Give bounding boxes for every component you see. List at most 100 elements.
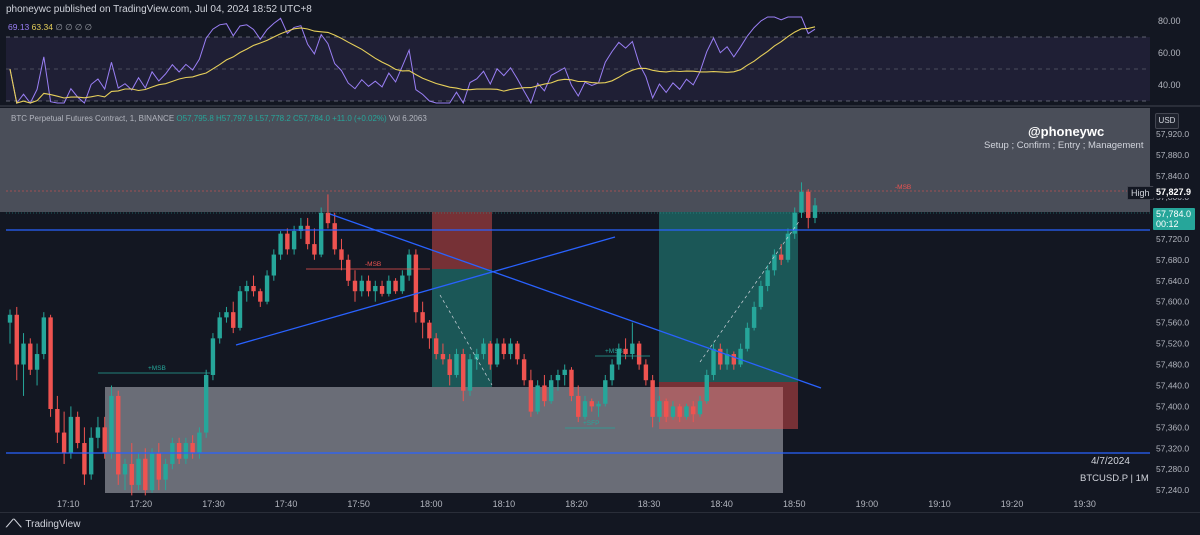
candle-body [176, 443, 182, 459]
symbol-title: BTC Perpetual Futures Contract, 1, BINAN… [11, 114, 175, 123]
msb-label-4: -MSB [895, 184, 911, 191]
x-tick-label: 18:30 [638, 499, 661, 509]
msb-label-1: +MSB [148, 365, 166, 372]
candle-body [116, 395, 121, 475]
candle-body [224, 312, 229, 318]
candle-body [346, 259, 351, 281]
sfp-label: +SFP [583, 420, 599, 427]
msb-label-3: +MSB [605, 348, 623, 355]
candle-body [163, 463, 168, 480]
candle-body [535, 385, 540, 412]
rsi-value-b: 63.34 [31, 22, 53, 32]
candle-body [393, 280, 398, 292]
y-tick-label: 57,560.0 [1156, 318, 1189, 328]
candle-body [21, 343, 26, 365]
time-axis: 17:10 17:20 17:30 17:40 17:50 18:00 18:10 18:20… [57, 499, 1096, 509]
watermark-tagline: Setup ; Confirm ; Entry ; Management [984, 140, 1144, 151]
ohlc-volume: Vol 6.2063 [388, 114, 427, 123]
candle-body [413, 254, 419, 313]
candle-body [75, 416, 80, 444]
candle-body [488, 343, 493, 365]
ohlc-low: L57,778.2 [255, 114, 291, 123]
rsi-legend: 69.13 63.34 ∅ ∅ ∅ ∅ [8, 22, 92, 33]
candle-body [14, 314, 19, 365]
candle-body [82, 443, 87, 475]
candle-body [197, 432, 202, 454]
candle-body [88, 437, 94, 475]
currency-button[interactable]: USD [1155, 113, 1179, 129]
candle-body [663, 401, 669, 417]
candle-body [569, 369, 574, 396]
candle-body [704, 374, 709, 402]
candle-body [724, 354, 730, 365]
x-tick-label: 18:50 [783, 499, 806, 509]
candle-body [68, 416, 74, 454]
rsi-ma-line [9, 26, 816, 104]
x-tick-label: 18:00 [420, 499, 443, 509]
candle-body [684, 406, 689, 417]
date-label: 4/7/2024 [1091, 456, 1130, 467]
x-tick-label: 19:10 [928, 499, 951, 509]
msb-label-2: -MSB [365, 261, 381, 268]
candle-body [41, 317, 47, 355]
candle-body [697, 401, 703, 415]
candle-body [812, 205, 818, 218]
candle-body [61, 432, 67, 454]
candle-body [806, 191, 811, 218]
candle-body [217, 317, 222, 339]
top-gray-zone [0, 108, 1150, 212]
candle-body [670, 406, 676, 417]
candle-body [562, 369, 567, 375]
candle-body [501, 343, 507, 355]
candle-body [657, 401, 662, 417]
green-zone-2 [659, 212, 798, 382]
tradingview-logo[interactable]: ⟋⟍ TradingView [6, 518, 80, 531]
price-axis: 57,920.057,880.057,840.057,800.057,760.0… [1156, 129, 1189, 495]
candle-body [772, 254, 777, 271]
candle-body [244, 285, 249, 292]
tradingview-icon: ⟋⟍ [6, 518, 22, 530]
candle-body [765, 270, 770, 286]
candle-body [494, 343, 500, 365]
x-tick-label: 18:10 [493, 499, 516, 509]
ohlc-high: H57,797.9 [216, 114, 253, 123]
high-label: High [1127, 186, 1154, 200]
candle-body [433, 338, 439, 355]
candle-body [711, 348, 716, 375]
candle-body [156, 453, 162, 480]
candle-body [508, 343, 513, 355]
candle-body [677, 406, 682, 417]
x-tick-label: 19:00 [856, 499, 879, 509]
candle-body [650, 380, 655, 417]
y-tick-label: 57,320.0 [1156, 443, 1189, 453]
y-tick-label: 57,880.0 [1156, 150, 1189, 160]
candle-body [738, 348, 743, 365]
tradingview-logo-text: TradingView [25, 519, 81, 530]
candle-body [589, 401, 594, 407]
candle-body [278, 233, 283, 255]
y-tick-label: 57,920.0 [1156, 129, 1189, 139]
candle-body [792, 212, 797, 234]
x-tick-label: 17:50 [347, 499, 370, 509]
bottom-gray-zone [105, 387, 783, 493]
x-tick-label: 18:40 [710, 499, 733, 509]
rsi-value-rest: ∅ ∅ ∅ ∅ [55, 22, 93, 32]
rsi-line [9, 16, 816, 105]
trendline-down [329, 213, 822, 389]
candle-body [231, 312, 236, 328]
candle-body [528, 380, 534, 412]
candle-body [7, 314, 13, 323]
candle-body [616, 348, 622, 365]
y-tick-label: 57,360.0 [1156, 422, 1189, 432]
candle-body [603, 380, 608, 404]
candle-body [271, 254, 277, 276]
candle-body [758, 285, 764, 307]
red-zone-1 [432, 212, 492, 269]
candle-body [312, 244, 317, 255]
publish-header: phoneywc published on TradingView.com, J… [6, 4, 312, 15]
x-tick-label: 19:20 [1001, 499, 1024, 509]
ohlc-open: O57,795.8 [176, 114, 214, 123]
candle-body [785, 233, 791, 260]
